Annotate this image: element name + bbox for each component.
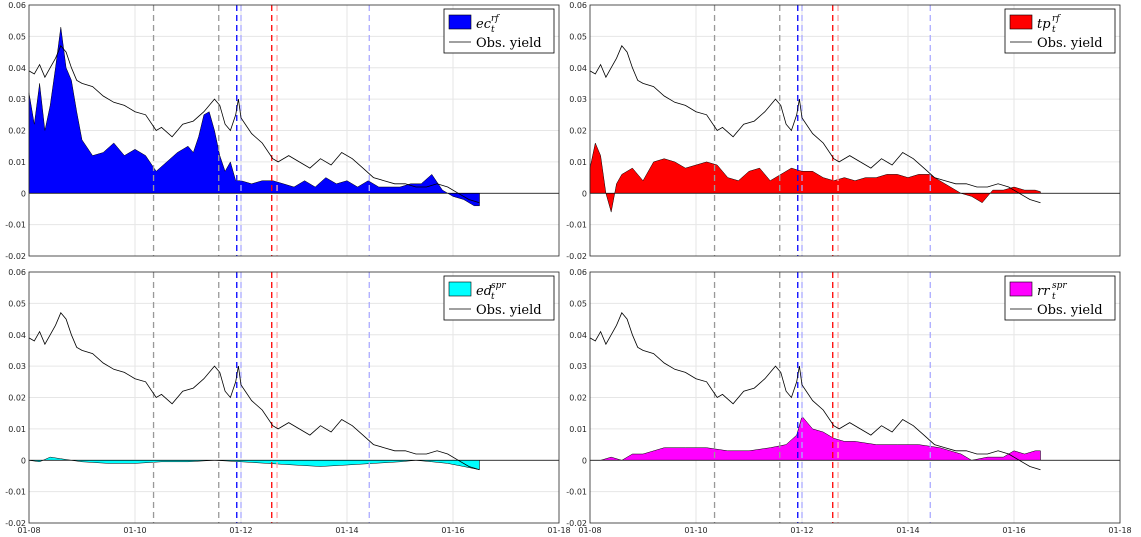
y-tick-label: 0.06 bbox=[569, 268, 587, 277]
y-tick-label: 0.05 bbox=[8, 299, 26, 308]
y-tick-label: 0 bbox=[21, 456, 26, 465]
y-tick-label: 0.06 bbox=[8, 1, 26, 10]
y-tick-label: 0 bbox=[582, 456, 587, 465]
x-tick-label: 01-12 bbox=[229, 526, 252, 535]
x-tick-label: 01-10 bbox=[123, 526, 146, 535]
y-tick-label: 0.04 bbox=[569, 331, 587, 340]
y-tick-label: 0 bbox=[21, 189, 26, 198]
axes-frame bbox=[28, 271, 560, 524]
x-tick-label: 01-14 bbox=[335, 526, 358, 535]
legend-swatch-rr bbox=[1009, 281, 1033, 297]
legend-swatch-ec bbox=[448, 14, 472, 30]
y-tick-label: -0.02 bbox=[5, 252, 26, 261]
y-tick-label: 0.01 bbox=[8, 425, 26, 434]
legend-swatch-ed bbox=[448, 281, 472, 297]
legend-label-rr: rr bbox=[1037, 284, 1050, 299]
series-line-obs-yield bbox=[28, 45, 480, 204]
x-tick-label: 01-18 bbox=[547, 526, 570, 535]
legend-label-sub: t bbox=[491, 292, 495, 302]
y-tick-label: 0.03 bbox=[8, 95, 26, 104]
x-tick-label: 01-08 bbox=[17, 526, 40, 535]
y-tick-label: 0.02 bbox=[8, 127, 26, 136]
axes-frame bbox=[28, 4, 560, 257]
legend-label-sup: rf bbox=[491, 14, 500, 24]
y-tick-label: 0.03 bbox=[8, 362, 26, 371]
y-tick-label: -0.01 bbox=[566, 221, 587, 230]
legend-label-obs-yield: Obs. yield bbox=[1037, 36, 1103, 51]
y-tick-label: 0.01 bbox=[569, 158, 587, 167]
series-area-tp bbox=[589, 142, 1041, 213]
y-tick-label: -0.02 bbox=[566, 252, 587, 261]
y-tick-label: 0.03 bbox=[569, 362, 587, 371]
legend-label-obs-yield: Obs. yield bbox=[1037, 303, 1103, 318]
y-tick-label: 0 bbox=[582, 189, 587, 198]
x-tick-label: 01-12 bbox=[790, 526, 813, 535]
y-tick-label: 0.02 bbox=[569, 394, 587, 403]
legend-label-sub: t bbox=[1052, 25, 1056, 35]
legend-label-obs-yield: Obs. yield bbox=[476, 303, 542, 318]
legend-label-sub: t bbox=[1052, 292, 1056, 302]
legend-label-tp: tp bbox=[1037, 17, 1051, 32]
y-tick-label: 0.05 bbox=[569, 299, 587, 308]
y-tick-label: 0.04 bbox=[569, 64, 587, 73]
y-tick-label: 0.02 bbox=[569, 127, 587, 136]
x-tick-label: 01-16 bbox=[1002, 526, 1025, 535]
panel-ed: 0.06 0.05 0.04 0.03 0.02 0.01 0 -0.01 -0.0201-08… bbox=[5, 268, 570, 535]
y-tick-label: -0.01 bbox=[5, 221, 26, 230]
series-area-rr bbox=[589, 415, 1041, 461]
y-tick-label: 0.01 bbox=[8, 158, 26, 167]
y-tick-label: -0.01 bbox=[5, 488, 26, 497]
legend-label-obs-yield: Obs. yield bbox=[476, 36, 542, 51]
y-tick-label: 0.05 bbox=[8, 32, 26, 41]
series-area-ec bbox=[28, 26, 480, 207]
y-tick-label: 0.02 bbox=[8, 394, 26, 403]
legend-label-sup: rf bbox=[1052, 14, 1061, 24]
series-line-obs-yield bbox=[28, 312, 480, 471]
y-tick-label: 0.06 bbox=[8, 268, 26, 277]
y-tick-label: 0.04 bbox=[8, 331, 26, 340]
legend-label-sup: spr bbox=[1052, 281, 1067, 291]
y-tick-label: -0.01 bbox=[566, 488, 587, 497]
legend-label-sub: t bbox=[491, 25, 495, 35]
x-tick-label: 01-18 bbox=[1108, 526, 1131, 535]
legend-label-sup: spr bbox=[491, 281, 506, 291]
y-tick-label: 0.03 bbox=[569, 95, 587, 104]
legend-label-ec: ec bbox=[476, 17, 492, 32]
series-line-obs-yield bbox=[589, 312, 1041, 471]
axes-frame bbox=[589, 4, 1121, 257]
legend-swatch-tp bbox=[1009, 14, 1033, 30]
x-tick-label: 01-08 bbox=[578, 526, 601, 535]
x-tick-label: 01-14 bbox=[896, 526, 919, 535]
y-tick-label: 0.05 bbox=[569, 32, 587, 41]
x-tick-label: 01-16 bbox=[441, 526, 464, 535]
x-tick-label: 01-10 bbox=[684, 526, 707, 535]
axes-frame bbox=[589, 271, 1121, 524]
panel-ec: 0.06 0.05 0.04 0.03 0.02 0.01 0 -0.01 -0.02 ec rft… bbox=[5, 1, 560, 261]
y-tick-label: -0.02 bbox=[566, 519, 587, 528]
panel-tp: 0.06 0.05 0.04 0.03 0.02 0.01 0 -0.01 -0.02 tp rft… bbox=[566, 1, 1121, 261]
y-tick-label: 0.06 bbox=[569, 1, 587, 10]
y-tick-label: 0.04 bbox=[8, 64, 26, 73]
y-tick-label: 0.01 bbox=[569, 425, 587, 434]
series-line-obs-yield bbox=[589, 45, 1041, 204]
legend-label-ed: ed bbox=[476, 284, 492, 299]
panel-rr: 0.06 0.05 0.04 0.03 0.02 0.01 0 -0.01 -0.0201-08… bbox=[566, 268, 1131, 535]
y-tick-label: -0.02 bbox=[5, 519, 26, 528]
